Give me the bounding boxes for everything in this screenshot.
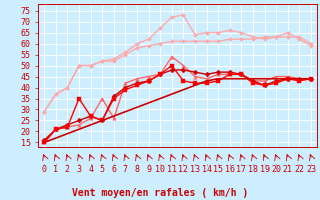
Text: Vent moyen/en rafales ( km/h ): Vent moyen/en rafales ( km/h ) — [72, 188, 248, 198]
